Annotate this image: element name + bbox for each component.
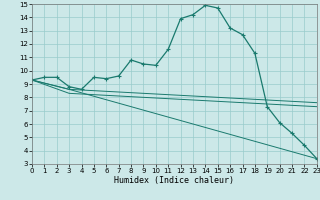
- X-axis label: Humidex (Indice chaleur): Humidex (Indice chaleur): [115, 176, 234, 185]
